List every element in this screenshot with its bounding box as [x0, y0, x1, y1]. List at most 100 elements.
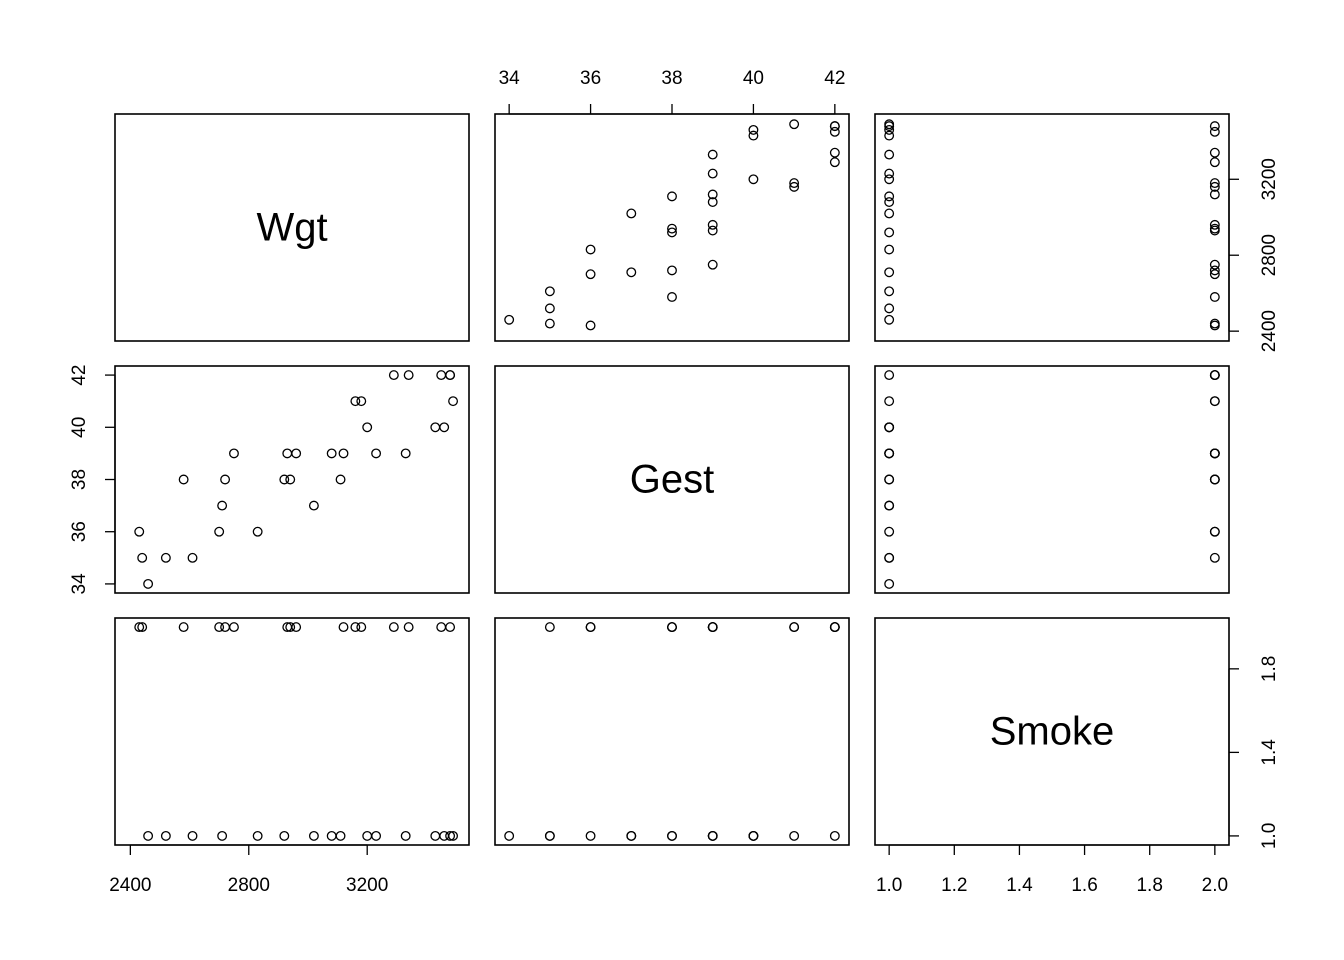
data-point — [829, 126, 840, 137]
data-point — [748, 174, 759, 185]
data-point — [279, 474, 290, 485]
data-point — [884, 552, 895, 563]
data-point — [326, 830, 337, 841]
data-point — [667, 227, 677, 238]
data-point — [371, 830, 382, 841]
tick-label: 2.0 — [1202, 875, 1228, 896]
data-point — [137, 552, 148, 563]
data-point — [1209, 265, 1220, 276]
data-point — [667, 265, 677, 276]
data-point — [217, 500, 228, 511]
panel-frame-r2-c1 — [494, 617, 850, 846]
data-point — [667, 830, 677, 841]
data-point — [544, 303, 555, 314]
data-point — [707, 149, 718, 160]
tick-label: 2800 — [1259, 234, 1280, 276]
data-point — [160, 552, 171, 563]
data-point — [884, 244, 895, 255]
data-point — [430, 422, 441, 433]
data-point — [504, 830, 515, 841]
tick-label: 3200 — [1259, 158, 1280, 200]
data-point — [445, 622, 456, 633]
data-point — [291, 622, 302, 633]
data-point — [667, 191, 677, 202]
data-point — [789, 622, 800, 633]
data-point — [1209, 292, 1220, 302]
tick-label: 2400 — [1259, 310, 1280, 352]
data-point — [436, 622, 447, 633]
data-point — [134, 526, 145, 537]
data-point — [585, 320, 596, 331]
data-point — [1209, 181, 1220, 192]
data-point — [707, 259, 718, 270]
tick-label: 2800 — [228, 875, 270, 896]
variable-name-wgt: Wgt — [256, 206, 327, 250]
data-point — [252, 830, 263, 841]
data-point — [1209, 448, 1220, 459]
data-point — [544, 830, 555, 841]
data-point — [748, 124, 759, 135]
tick-label: 3200 — [346, 875, 388, 896]
data-point — [884, 314, 895, 325]
data-point — [884, 130, 895, 141]
data-point — [884, 119, 895, 130]
data-point — [1209, 157, 1220, 168]
tick-label: 36 — [580, 68, 601, 89]
tick-label: 34 — [499, 68, 521, 89]
data-point — [884, 474, 895, 485]
data-point — [160, 830, 171, 841]
data-point — [187, 830, 198, 841]
data-point — [884, 168, 895, 179]
data-point — [707, 225, 718, 236]
data-point — [1209, 147, 1220, 158]
data-point — [137, 622, 148, 633]
tick-label: 1.6 — [1071, 875, 1097, 896]
data-point — [143, 830, 154, 841]
data-point — [403, 370, 414, 381]
data-point — [439, 422, 450, 433]
data-point — [585, 269, 596, 280]
tick-label: 1.8 — [1259, 656, 1280, 682]
data-point — [1209, 219, 1220, 230]
data-point — [707, 189, 718, 200]
data-point — [217, 830, 228, 841]
data-point — [544, 318, 555, 329]
data-point — [544, 622, 555, 633]
data-point — [585, 244, 596, 255]
data-point — [667, 223, 677, 234]
data-point — [1209, 259, 1220, 270]
data-point — [829, 147, 840, 158]
tick-label: 2400 — [109, 875, 151, 896]
data-point — [308, 500, 319, 511]
data-point — [252, 526, 263, 537]
data-point — [403, 622, 414, 633]
data-point — [884, 191, 895, 202]
data-point — [356, 622, 367, 633]
data-point — [504, 314, 515, 325]
data-point — [884, 197, 895, 208]
data-point — [445, 830, 456, 841]
tick-label: 38 — [69, 469, 90, 490]
data-point — [884, 149, 895, 160]
data-point — [707, 219, 718, 230]
data-point — [338, 448, 349, 459]
data-point — [884, 227, 895, 238]
tick-label: 42 — [69, 365, 90, 386]
data-point — [335, 474, 346, 485]
data-point — [229, 622, 239, 633]
data-point — [585, 622, 596, 633]
data-point — [143, 578, 154, 589]
data-point — [187, 552, 198, 563]
data-point — [430, 830, 441, 841]
tick-label: 36 — [69, 521, 90, 542]
data-point — [707, 830, 718, 841]
data-point — [789, 119, 800, 130]
data-point — [626, 830, 637, 841]
data-point — [1209, 223, 1220, 234]
data-point — [789, 181, 800, 192]
data-point — [626, 208, 637, 219]
data-point — [829, 121, 840, 132]
panel-frame-r2-c0 — [114, 617, 470, 846]
variable-name-gest: Gest — [630, 458, 714, 502]
